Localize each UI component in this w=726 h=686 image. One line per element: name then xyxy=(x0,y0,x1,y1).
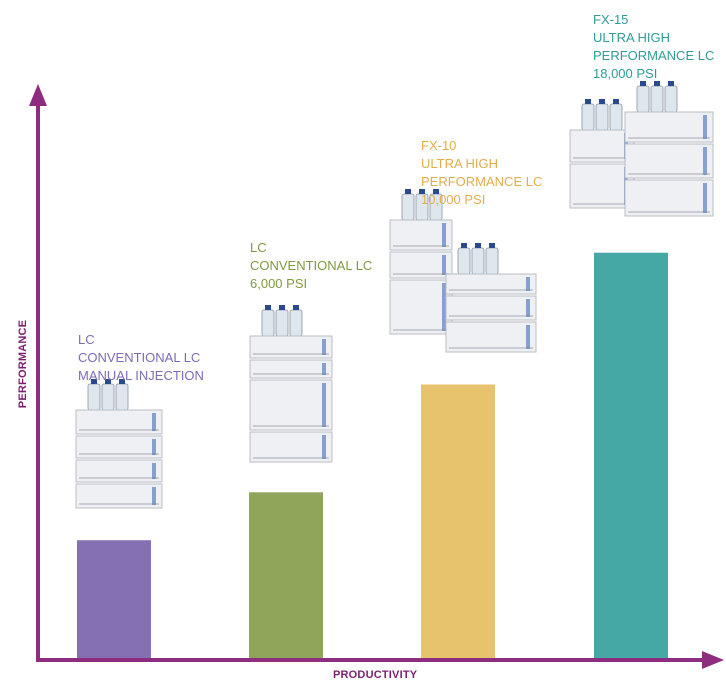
hplc-system-icon xyxy=(76,379,162,508)
bar-1 xyxy=(77,540,151,660)
bar-label-fx15: FX-15 ULTRA HIGH PERFORMANCE LC 18,000 PSI xyxy=(593,11,714,83)
hplc-system-icon xyxy=(570,99,634,208)
bar-label-line: LC xyxy=(78,331,204,349)
bar-label-line: 18,000 PSI xyxy=(593,65,714,83)
bar-label-line: FX-15 xyxy=(593,11,714,29)
bar-label-line: PERFORMANCE LC xyxy=(421,173,542,191)
bar-label-line: 10,000 PSI xyxy=(421,191,542,209)
bar-label-line: FX-10 xyxy=(421,137,542,155)
bar-label-line: CONVENTIONAL LC xyxy=(250,257,372,275)
bar-label-fx10: FX-10 ULTRA HIGH PERFORMANCE LC 10,000 PSI xyxy=(421,137,542,209)
bar-label-line: PERFORMANCE LC xyxy=(593,47,714,65)
x-axis-arrowhead xyxy=(702,651,724,669)
bar-label-line: CONVENTIONAL LC xyxy=(78,349,204,367)
bar-label-line: LC xyxy=(250,239,372,257)
y-axis-arrowhead xyxy=(29,84,47,106)
bar-4 xyxy=(594,253,668,660)
x-axis-title: PRODUCTIVITY xyxy=(333,669,417,681)
hplc-system-icon xyxy=(390,189,452,334)
bar-label-line: MANUAL INJECTION xyxy=(78,367,204,385)
bar-label-line: 6,000 PSI xyxy=(250,275,372,293)
bar-2 xyxy=(249,492,323,660)
bar-3 xyxy=(421,384,495,660)
bar-label-line: ULTRA HIGH xyxy=(593,29,714,47)
bar-label-lc-manual: LC CONVENTIONAL LC MANUAL INJECTION xyxy=(78,331,204,385)
hplc-system-icon xyxy=(446,243,536,352)
bar-label-line: ULTRA HIGH xyxy=(421,155,542,173)
hplc-system-icon xyxy=(625,81,713,216)
hplc-system-icon xyxy=(250,305,332,462)
y-axis-title: PERFORMANCE xyxy=(17,320,29,408)
bar-label-lc-6000: LC CONVENTIONAL LC 6,000 PSI xyxy=(250,239,372,293)
